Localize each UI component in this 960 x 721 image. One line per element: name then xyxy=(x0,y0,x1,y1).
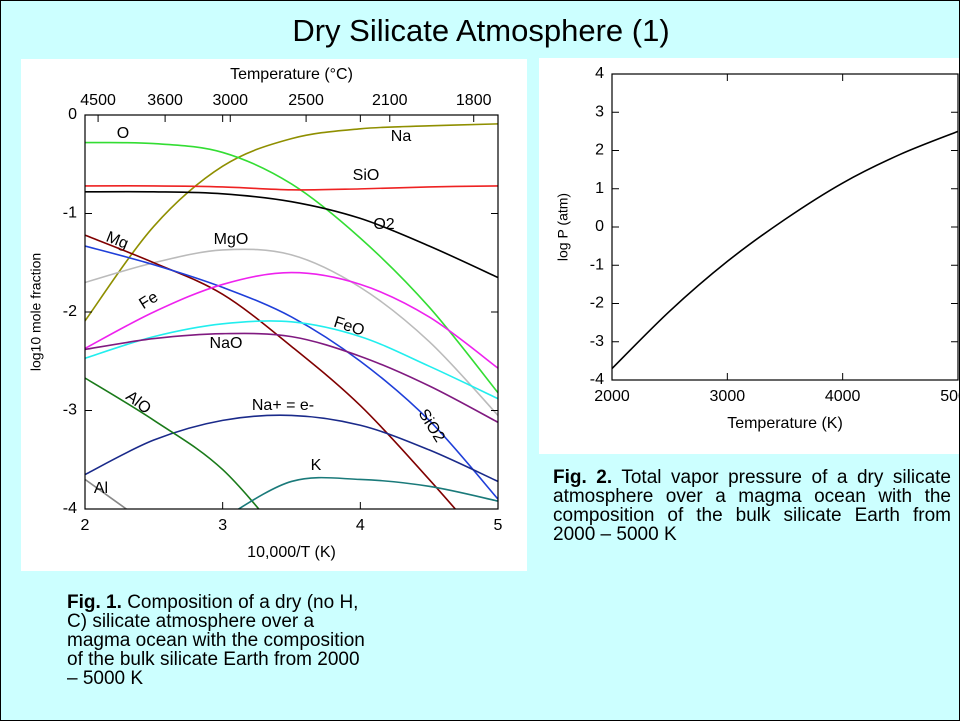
data-line xyxy=(85,123,498,322)
x-tick-label: 3000 xyxy=(710,388,746,405)
data-line xyxy=(85,245,498,500)
caption-label: Fig. 1. xyxy=(67,592,122,613)
y-tick-label: -3 xyxy=(590,333,604,350)
x-tick-label: 4000 xyxy=(825,388,861,405)
y-tick-label: -1 xyxy=(590,256,604,273)
x-tick-label: 3 xyxy=(218,517,227,534)
data-line xyxy=(85,414,498,483)
y-tick-label: -4 xyxy=(63,500,77,517)
x2-tick-label: 2500 xyxy=(288,92,324,109)
y-tick-label: -2 xyxy=(63,303,77,320)
x-tick-label: 5000 xyxy=(940,388,959,405)
caption-text: Total vapor pressure of a dry silicate a… xyxy=(553,467,951,545)
data-line xyxy=(85,234,457,509)
data-line xyxy=(85,141,498,394)
x2-tick-label: 3600 xyxy=(147,92,183,109)
data-line xyxy=(237,476,498,509)
series-label: NaO xyxy=(210,335,243,352)
x2-tick-label: 1800 xyxy=(456,92,492,109)
y-axis-label: log P (atm) xyxy=(555,193,571,261)
data-line xyxy=(85,377,260,509)
x-tick-label: 2000 xyxy=(594,388,630,405)
y-tick-label: 1 xyxy=(595,180,604,197)
x-tick-label: 2 xyxy=(81,517,90,534)
y-tick-label: 0 xyxy=(595,218,604,235)
data-line xyxy=(85,320,498,400)
y-tick-label: -2 xyxy=(590,295,604,312)
data-line xyxy=(85,332,498,424)
caption-text: Composition of a dry (no H, C) silicate … xyxy=(67,592,365,689)
x2-tick-label: 3000 xyxy=(212,92,248,109)
y-tick-label: 3 xyxy=(595,103,604,120)
series-label: K xyxy=(311,457,322,474)
y-tick-label: -4 xyxy=(590,371,604,388)
x2-axis-label: Temperature (°C) xyxy=(230,66,353,83)
chart2-panel xyxy=(539,58,959,454)
series-label: Na+ = e- xyxy=(252,397,314,414)
caption-1: Fig. 1. Composition of a dry (no H, C) s… xyxy=(67,593,367,688)
data-line xyxy=(85,185,498,191)
data-line xyxy=(85,190,498,279)
x-axis-label: Temperature (K) xyxy=(727,415,843,432)
y-tick-label: -1 xyxy=(63,205,77,222)
slide-title: Dry Silicate Atmosphere (1) xyxy=(292,13,669,48)
series-label: Al xyxy=(94,480,108,497)
series-label: O xyxy=(117,125,129,142)
x2-tick-label: 2100 xyxy=(372,92,408,109)
x-axis-label: 10,000/T (K) xyxy=(247,544,336,561)
data-line xyxy=(85,478,128,509)
y-tick-label: -3 xyxy=(63,402,77,419)
series-label: SiO xyxy=(353,167,380,184)
data-line xyxy=(612,130,958,370)
y-axis-label: log10 mole fraction xyxy=(28,253,44,371)
series-label: Na xyxy=(391,128,412,145)
x-tick-label: 5 xyxy=(494,517,503,534)
y-tick-label: 0 xyxy=(68,106,77,123)
y-tick-label: 2 xyxy=(595,142,604,159)
x2-tick-label: 4500 xyxy=(80,92,116,109)
caption-label: Fig. 2. xyxy=(553,467,613,488)
series-label: MgO xyxy=(214,231,249,248)
y-tick-label: 4 xyxy=(595,65,604,82)
caption-2: Fig. 2. Total vapor pressure of a dry si… xyxy=(553,468,951,544)
data-line xyxy=(85,271,498,369)
x-tick-label: 4 xyxy=(356,517,365,534)
